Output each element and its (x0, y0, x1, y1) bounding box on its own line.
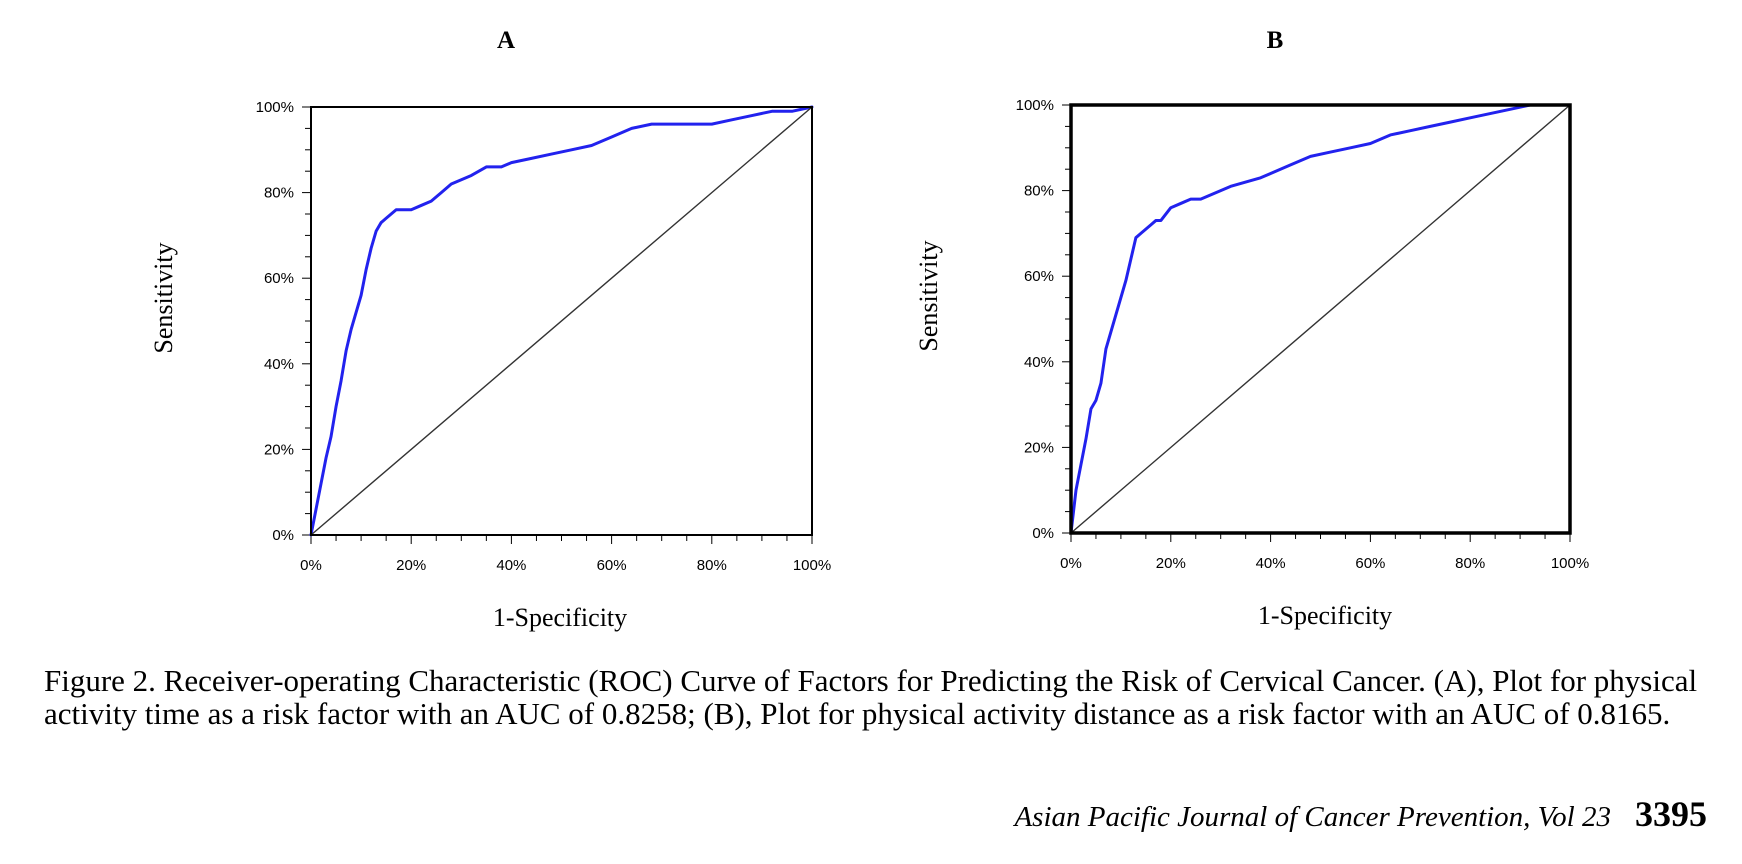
roc-curve-line (309, 105, 814, 537)
page-number: 3395 (1635, 794, 1707, 834)
reference-diagonal-line (310, 106, 813, 536)
y-tick-label: 40% (264, 356, 294, 373)
reference-diagonal-line (1070, 104, 1571, 534)
x-tick-label: 100% (793, 557, 831, 574)
page-footer: Asian Pacific Journal of Cancer Preventi… (1014, 793, 1707, 835)
y-tick-label: 60% (1024, 268, 1054, 285)
y-tick-label: 20% (264, 441, 294, 458)
roc-curve-line (1069, 103, 1572, 535)
x-axis-label: 1-Specificity (1258, 601, 1392, 630)
x-tick-label: 60% (597, 557, 627, 574)
y-tick-label: 80% (1024, 183, 1054, 200)
y-axis-label: Sensitivity (914, 240, 943, 351)
x-tick-label: 0% (300, 557, 322, 574)
y-tick-label: 20% (1024, 439, 1054, 456)
chart-b: B 0% 20% 40% 60% 80% 100% 0% 20% 40% 60% 80% 100% 1-S… (914, 27, 1589, 630)
y-axis-label: Sensitivity (149, 242, 178, 353)
x-tick-label: 40% (496, 557, 526, 574)
y-tick-label: 40% (1024, 354, 1054, 371)
x-tick-label: 60% (1355, 555, 1385, 572)
x-tick-label: 0% (1060, 555, 1082, 572)
y-tick-label: 0% (272, 527, 294, 544)
chart-b-title: B (1267, 27, 1284, 54)
x-tick-label: 80% (1455, 555, 1485, 572)
figure-caption: Figure 2. Receiver-operating Characteris… (44, 663, 1698, 731)
plot-frame (310, 106, 813, 536)
y-tick-label: 0% (1032, 525, 1054, 542)
journal-name: Asian Pacific Journal of Cancer Preventi… (1014, 801, 1611, 833)
x-tick-label: 100% (1551, 555, 1589, 572)
x-tick-label: 40% (1256, 555, 1286, 572)
chart-a-title: A (497, 27, 515, 54)
x-tick-label: 20% (1156, 555, 1186, 572)
x-tick-label: 80% (697, 557, 727, 574)
plot-frame (1069, 103, 1572, 535)
x-tick-label: 20% (396, 557, 426, 574)
y-tick-label: 80% (264, 185, 294, 202)
chart-a: A 0% 20% 40% 60% 80% 100% 0% 20% 40% 60% 80% 100% 1-S… (149, 27, 831, 632)
y-tick-label: 100% (1016, 97, 1054, 114)
x-axis-label: 1-Specificity (493, 603, 627, 632)
y-tick-label: 60% (264, 270, 294, 287)
y-tick-label: 100% (256, 99, 294, 116)
